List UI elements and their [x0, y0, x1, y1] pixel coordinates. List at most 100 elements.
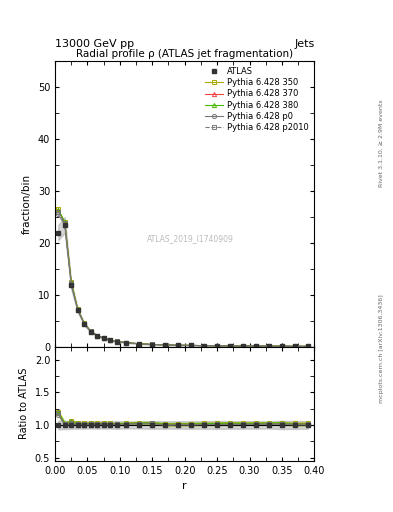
ATLAS [75, 307, 80, 313]
Pythia 6.428 p0 [189, 343, 194, 349]
Pythia 6.428 p2010 [280, 343, 285, 349]
Pythia 6.428 350 [150, 342, 155, 348]
Pythia 6.428 350 [228, 343, 233, 349]
ATLAS [306, 343, 310, 349]
Pythia 6.428 350 [215, 343, 220, 349]
Line: Pythia 6.428 350: Pythia 6.428 350 [56, 207, 310, 349]
Pythia 6.428 370 [150, 342, 155, 348]
Pythia 6.428 350 [137, 340, 142, 347]
Pythia 6.428 p2010 [101, 335, 106, 342]
Pythia 6.428 370 [101, 335, 106, 342]
Pythia 6.428 p0 [293, 343, 298, 349]
Pythia 6.428 p2010 [150, 342, 155, 348]
Pythia 6.428 350 [101, 335, 106, 341]
Line: Pythia 6.428 370: Pythia 6.428 370 [56, 208, 310, 349]
Pythia 6.428 350 [306, 343, 310, 349]
Pythia 6.428 p2010 [241, 343, 246, 349]
Pythia 6.428 p0 [75, 307, 80, 313]
Pythia 6.428 370 [75, 306, 80, 312]
ATLAS [228, 343, 233, 349]
Pythia 6.428 350 [114, 338, 119, 345]
Pythia 6.428 p0 [215, 343, 220, 349]
ATLAS [293, 343, 298, 349]
Pythia 6.428 350 [176, 342, 181, 348]
Pythia 6.428 370 [108, 337, 112, 343]
Pythia 6.428 350 [202, 343, 207, 349]
Pythia 6.428 350 [241, 343, 246, 349]
Pythia 6.428 p2010 [69, 281, 73, 287]
Pythia 6.428 370 [82, 321, 86, 327]
ATLAS [267, 343, 272, 349]
Pythia 6.428 370 [88, 328, 93, 334]
Pythia 6.428 p2010 [82, 321, 86, 327]
Pythia 6.428 p2010 [293, 343, 298, 349]
Line: Pythia 6.428 380: Pythia 6.428 380 [56, 208, 310, 349]
ATLAS [241, 343, 246, 349]
Pythia 6.428 p2010 [189, 343, 194, 349]
ATLAS [163, 342, 168, 348]
Pythia 6.428 p2010 [306, 343, 310, 349]
Pythia 6.428 p2010 [215, 343, 220, 349]
Pythia 6.428 380 [241, 343, 246, 349]
ATLAS [82, 321, 86, 327]
Pythia 6.428 p0 [56, 211, 61, 218]
Title: Radial profile ρ (ATLAS jet fragmentation): Radial profile ρ (ATLAS jet fragmentatio… [76, 49, 293, 59]
Pythia 6.428 380 [202, 343, 207, 349]
Pythia 6.428 370 [254, 343, 259, 349]
Pythia 6.428 380 [62, 219, 67, 225]
Pythia 6.428 380 [176, 342, 181, 348]
Pythia 6.428 p0 [150, 342, 155, 348]
Pythia 6.428 370 [202, 343, 207, 349]
Pythia 6.428 380 [101, 335, 106, 341]
Pythia 6.428 p2010 [88, 328, 93, 334]
Pythia 6.428 380 [82, 321, 86, 327]
Pythia 6.428 380 [150, 342, 155, 348]
ATLAS [101, 335, 106, 342]
Pythia 6.428 p2010 [62, 220, 67, 226]
Pythia 6.428 p0 [62, 222, 67, 228]
Pythia 6.428 p0 [114, 338, 119, 345]
ATLAS [176, 342, 181, 348]
Pythia 6.428 p2010 [124, 339, 129, 346]
Pythia 6.428 p2010 [56, 209, 61, 215]
Pythia 6.428 370 [280, 343, 285, 349]
ATLAS [88, 329, 93, 335]
Pythia 6.428 350 [108, 337, 112, 343]
Pythia 6.428 380 [114, 338, 119, 345]
Pythia 6.428 350 [75, 306, 80, 312]
Y-axis label: fraction/bin: fraction/bin [22, 174, 32, 234]
Pythia 6.428 p0 [254, 343, 259, 349]
Pythia 6.428 350 [293, 343, 298, 349]
Pythia 6.428 370 [62, 220, 67, 226]
Line: ATLAS: ATLAS [56, 222, 310, 349]
Pythia 6.428 p0 [241, 343, 246, 349]
Y-axis label: Ratio to ATLAS: Ratio to ATLAS [19, 368, 29, 439]
ATLAS [215, 343, 220, 349]
ATLAS [202, 343, 207, 349]
Text: Jets: Jets [294, 38, 314, 49]
Pythia 6.428 370 [95, 332, 99, 338]
Pythia 6.428 p0 [306, 343, 310, 349]
Pythia 6.428 370 [163, 342, 168, 348]
Pythia 6.428 p2010 [114, 338, 119, 345]
Pythia 6.428 350 [124, 339, 129, 346]
Pythia 6.428 p0 [124, 339, 129, 346]
Pythia 6.428 370 [306, 343, 310, 349]
Pythia 6.428 380 [215, 343, 220, 349]
Pythia 6.428 380 [88, 328, 93, 334]
Pythia 6.428 p2010 [108, 337, 112, 343]
Pythia 6.428 p2010 [163, 342, 168, 348]
ATLAS [124, 340, 129, 346]
Pythia 6.428 p0 [280, 343, 285, 349]
Text: mcplots.cern.ch [arXiv:1306.3436]: mcplots.cern.ch [arXiv:1306.3436] [379, 294, 384, 402]
Pythia 6.428 380 [280, 343, 285, 349]
Pythia 6.428 p2010 [75, 307, 80, 313]
ATLAS [62, 222, 67, 228]
Pythia 6.428 380 [137, 340, 142, 347]
Pythia 6.428 350 [56, 206, 61, 212]
Pythia 6.428 370 [189, 343, 194, 349]
Line: Pythia 6.428 p0: Pythia 6.428 p0 [56, 212, 310, 349]
ATLAS [95, 333, 99, 339]
Pythia 6.428 p0 [202, 343, 207, 349]
Pythia 6.428 370 [228, 343, 233, 349]
